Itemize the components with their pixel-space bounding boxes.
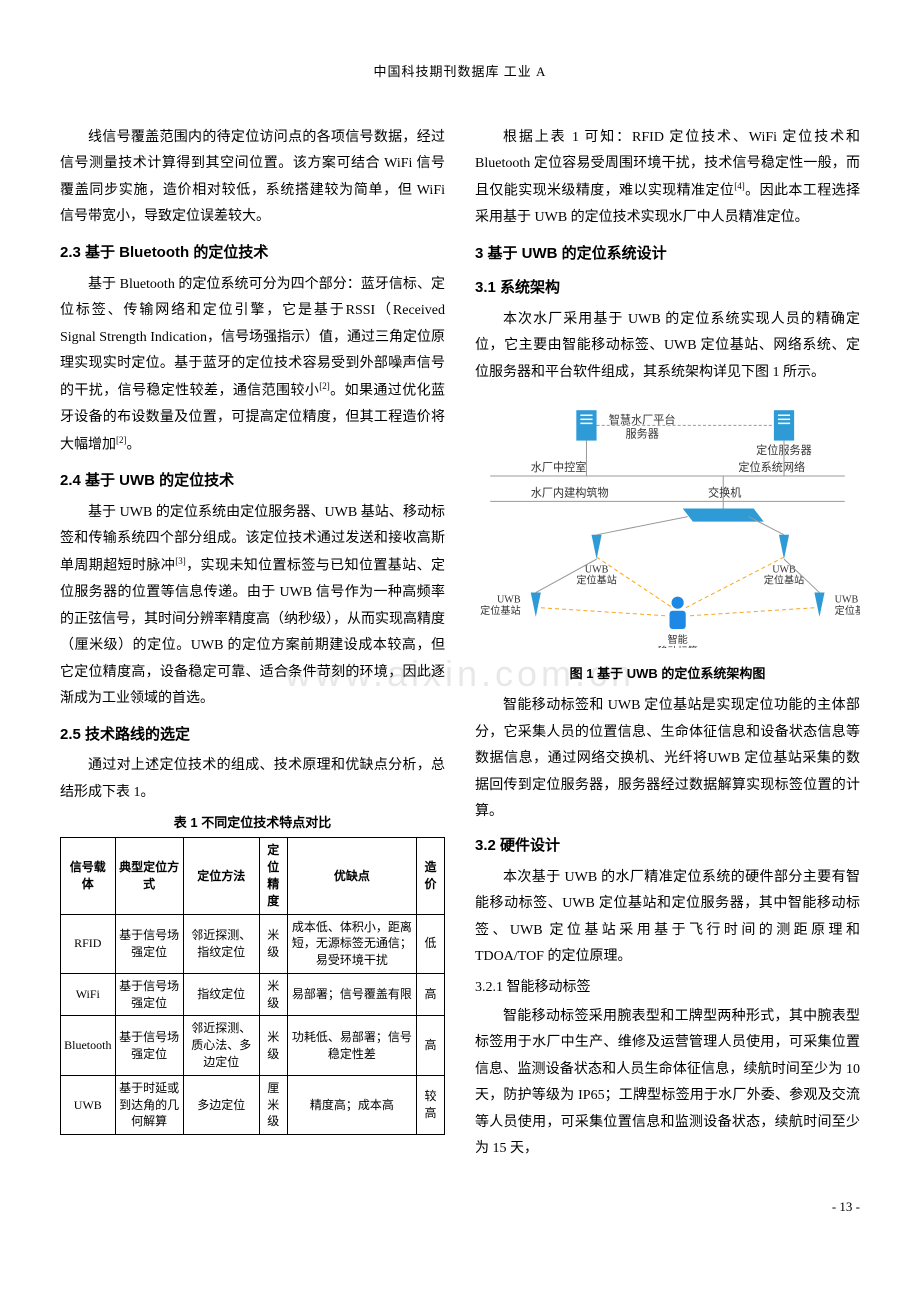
heading-3-2: 3.2 硬件设计 [475, 832, 860, 861]
signal-line [541, 607, 668, 615]
figure-1-caption: 图 1 基于 UWB 的定位系统架构图 [475, 662, 860, 687]
citation-2: [2] [319, 381, 330, 391]
cell: 厘米级 [259, 1075, 287, 1134]
svg-text:定位基站: 定位基站 [835, 603, 860, 616]
heading-3-2-1: 3.2.1 智能移动标签 [475, 975, 860, 1002]
uwb-base-4: UWB 定位基站 [814, 592, 860, 616]
svg-text:UWB: UWB [835, 594, 859, 605]
cell: WiFi [61, 973, 116, 1016]
right-column: 根据上表 1 可知：RFID 定位技术、WiFi 定位技术和 Bluetooth… [475, 125, 860, 1165]
uwb-base-3: UWB 定位基站 [480, 592, 541, 616]
table-header-row: 信号载体 典型定位方式 定位方法 定位精度 优缺点 造价 [61, 838, 445, 914]
cell: 邻近探测、指纹定位 [183, 914, 259, 973]
paragraph-r1: 根据上表 1 可知：RFID 定位技术、WiFi 定位技术和 Bluetooth… [475, 125, 860, 232]
paragraph-3-1: 本次水厂采用基于 UWB 的定位系统实现人员的精确定位，它主要由智能移动标签、U… [475, 307, 860, 387]
cell: 易部署；信号覆盖有限 [287, 973, 416, 1016]
paragraph-3-2: 本次基于 UWB 的水厂精准定位系统的硬件部分主要有智能移动标签、UWB 定位基… [475, 865, 860, 971]
heading-2-3: 2.3 基于 Bluetooth 的定位技术 [60, 239, 445, 268]
table-row: WiFi 基于信号场强定位 指纹定位 米级 易部署；信号覆盖有限 高 [61, 973, 445, 1016]
th-method: 典型定位方式 [115, 838, 183, 914]
uwb-base-2: UWB 定位基站 [764, 534, 805, 586]
heading-2-4: 2.4 基于 UWB 的定位技术 [60, 467, 445, 496]
paragraph-2-5: 通过对上述定位技术的组成、技术原理和优缺点分析，总结形成下表 1。 [60, 753, 445, 806]
cell: 米级 [259, 1016, 287, 1075]
text: ，实现未知位置标签与已知位置基站、定位服务器的位置等信息传递。由于 UWB 信号… [60, 558, 445, 706]
cell: 基于时延或到达角的几何解算 [115, 1075, 183, 1134]
svg-text:UWB: UWB [772, 564, 796, 575]
citation-4: [4] [734, 181, 745, 191]
two-column-layout: 线信号覆盖范围内的待定位访问点的各项信号数据，经过信号测量技术计算得到其空间位置… [60, 125, 860, 1165]
th-carrier: 信号载体 [61, 838, 116, 914]
citation-2b: [2] [116, 435, 127, 445]
cell: 米级 [259, 973, 287, 1016]
table-1-caption: 表 1 不同定位技术特点对比 [60, 811, 445, 836]
svg-text:UWB: UWB [497, 594, 521, 605]
cell: 成本低、体积小，距离短，无源标签无通信；易受环境干扰 [287, 914, 416, 973]
heading-3-1: 3.1 系统架构 [475, 274, 860, 303]
cell: 邻近探测、质心法、多边定位 [183, 1016, 259, 1075]
page-header: 中国科技期刊数据库 工业 A [60, 60, 860, 85]
uwb-base-1: UWB 定位基站 [576, 534, 617, 586]
cell: 精度高；成本高 [287, 1075, 416, 1134]
cell: UWB [61, 1075, 116, 1134]
paragraph-3-2-1: 智能移动标签采用腕表型和工牌型两种形式，其中腕表型标签用于水厂中生产、维修及运营… [475, 1004, 860, 1164]
cell: 基于信号场强定位 [115, 914, 183, 973]
platform-label: 智慧水厂平台 [609, 412, 676, 426]
table-row: Bluetooth 基于信号场强定位 邻近探测、质心法、多边定位 米级 功耗低、… [61, 1016, 445, 1075]
cell: 高 [417, 973, 445, 1016]
citation-3: [3] [175, 556, 186, 566]
signal-line [688, 607, 815, 615]
person-body-icon [670, 610, 686, 628]
buildings-label: 水厂内建构筑物 [531, 485, 609, 499]
cell: 米级 [259, 914, 287, 973]
th-cost: 造价 [417, 838, 445, 914]
svg-text:定位基站: 定位基站 [480, 603, 521, 616]
cell: 基于信号场强定位 [115, 973, 183, 1016]
th-proscons: 优缺点 [287, 838, 416, 914]
page-number: - 13 - [60, 1195, 860, 1220]
architecture-diagram: 智慧水厂平台 服务器 定位服务器 水厂中控室 定位系统网络 水厂内建构筑物 交换… [475, 395, 860, 648]
cell: 功耗低、易部署；信号稳定性差 [287, 1016, 416, 1075]
paragraph-2-4: 基于 UWB 的定位系统由定位服务器、UWB 基站、移动标签和传输系统四个部分组… [60, 500, 445, 713]
cell: Bluetooth [61, 1016, 116, 1075]
person-head-icon [672, 596, 684, 608]
cell: 多边定位 [183, 1075, 259, 1134]
paragraph-2-3: 基于 Bluetooth 的定位系统可分为四个部分：蓝牙信标、定位标签、传输网络… [60, 272, 445, 459]
svg-text:定位基站: 定位基站 [764, 573, 805, 586]
svg-text:定位基站: 定位基站 [576, 573, 617, 586]
control-room-label: 水厂中控室 [531, 459, 587, 473]
th-approach: 定位方法 [183, 838, 259, 914]
switch-label: 交换机 [708, 485, 741, 499]
cell: RFID [61, 914, 116, 973]
text: 基于 Bluetooth 的定位系统可分为四个部分：蓝牙信标、定位标签、传输网络… [60, 277, 445, 399]
paragraph-continuation: 线信号覆盖范围内的待定位访问点的各项信号数据，经过信号测量技术计算得到其空间位置… [60, 125, 445, 231]
loc-network-label: 定位系统网络 [738, 459, 805, 473]
cell: 基于信号场强定位 [115, 1016, 183, 1075]
cell: 指纹定位 [183, 973, 259, 1016]
platform-label2: 服务器 [625, 427, 658, 440]
left-column: 线信号覆盖范围内的待定位访问点的各项信号数据，经过信号测量技术计算得到其空间位置… [60, 125, 445, 1165]
table-row: UWB 基于时延或到达角的几何解算 多边定位 厘米级 精度高；成本高 较高 [61, 1075, 445, 1134]
cell: 高 [417, 1016, 445, 1075]
heading-3: 3 基于 UWB 的定位系统设计 [475, 240, 860, 269]
text: 。 [127, 437, 141, 452]
paragraph-3-1b: 智能移动标签和 UWB 定位基站是实现定位功能的主体部分，它采集人员的位置信息、… [475, 693, 860, 826]
smart-tag-label: 智能 [668, 633, 688, 646]
svg-text:UWB: UWB [585, 564, 609, 575]
th-precision: 定位精度 [259, 838, 287, 914]
table-row: RFID 基于信号场强定位 邻近探测、指纹定位 米级 成本低、体积小，距离短，无… [61, 914, 445, 973]
cell: 低 [417, 914, 445, 973]
comparison-table: 信号载体 典型定位方式 定位方法 定位精度 优缺点 造价 RFID 基于信号场强… [60, 837, 445, 1135]
cell: 较高 [417, 1075, 445, 1134]
switch-icon [683, 508, 764, 521]
heading-2-5: 2.5 技术路线的选定 [60, 721, 445, 750]
